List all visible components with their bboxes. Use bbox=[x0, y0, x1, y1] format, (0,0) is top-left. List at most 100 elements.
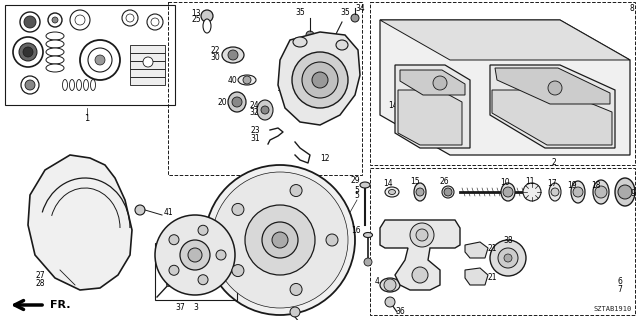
Ellipse shape bbox=[222, 47, 244, 63]
Text: 26: 26 bbox=[439, 177, 449, 186]
Circle shape bbox=[201, 10, 213, 22]
Text: 41: 41 bbox=[163, 207, 173, 217]
Polygon shape bbox=[465, 242, 488, 258]
Circle shape bbox=[88, 48, 112, 72]
Text: 15: 15 bbox=[410, 177, 420, 186]
Text: 36: 36 bbox=[395, 308, 405, 316]
Text: 10: 10 bbox=[500, 178, 510, 187]
Ellipse shape bbox=[360, 182, 370, 188]
Circle shape bbox=[416, 188, 424, 196]
Circle shape bbox=[385, 297, 395, 307]
Ellipse shape bbox=[571, 181, 585, 203]
Polygon shape bbox=[130, 61, 165, 69]
Text: 11: 11 bbox=[525, 177, 535, 186]
Ellipse shape bbox=[166, 280, 173, 286]
Circle shape bbox=[24, 16, 36, 28]
Circle shape bbox=[595, 186, 607, 198]
Circle shape bbox=[232, 97, 242, 107]
Circle shape bbox=[384, 279, 396, 291]
Ellipse shape bbox=[46, 40, 64, 48]
Circle shape bbox=[198, 275, 208, 285]
Text: 13: 13 bbox=[191, 9, 201, 18]
Circle shape bbox=[444, 188, 452, 196]
Text: 24: 24 bbox=[249, 100, 259, 109]
Text: 37: 37 bbox=[175, 302, 185, 311]
Text: 12: 12 bbox=[320, 154, 330, 163]
Circle shape bbox=[292, 52, 348, 108]
Circle shape bbox=[23, 47, 33, 57]
Text: 6: 6 bbox=[618, 277, 623, 286]
Circle shape bbox=[155, 215, 235, 295]
Circle shape bbox=[504, 254, 512, 262]
Text: 7: 7 bbox=[618, 285, 623, 294]
Polygon shape bbox=[130, 69, 165, 77]
Circle shape bbox=[151, 18, 159, 26]
Circle shape bbox=[70, 10, 90, 30]
Circle shape bbox=[548, 81, 562, 95]
Circle shape bbox=[503, 187, 513, 197]
Text: 35: 35 bbox=[340, 7, 350, 17]
Circle shape bbox=[19, 43, 37, 61]
Circle shape bbox=[262, 222, 298, 258]
Ellipse shape bbox=[336, 40, 348, 50]
Text: 28: 28 bbox=[35, 278, 45, 287]
Polygon shape bbox=[465, 268, 488, 285]
Ellipse shape bbox=[388, 189, 396, 195]
Circle shape bbox=[412, 267, 428, 283]
Text: 14: 14 bbox=[388, 100, 398, 109]
Text: 17: 17 bbox=[547, 179, 557, 188]
Circle shape bbox=[95, 55, 105, 65]
Text: 30: 30 bbox=[210, 52, 220, 61]
Ellipse shape bbox=[70, 79, 74, 91]
Circle shape bbox=[326, 234, 338, 246]
Circle shape bbox=[272, 232, 288, 248]
Ellipse shape bbox=[380, 278, 400, 292]
Circle shape bbox=[302, 62, 338, 98]
Circle shape bbox=[180, 240, 210, 270]
Circle shape bbox=[243, 76, 251, 84]
Text: 19: 19 bbox=[567, 180, 577, 189]
Circle shape bbox=[198, 225, 208, 235]
Polygon shape bbox=[495, 68, 610, 104]
Ellipse shape bbox=[238, 75, 256, 85]
Circle shape bbox=[147, 14, 163, 30]
Circle shape bbox=[331, 36, 339, 44]
Circle shape bbox=[169, 235, 179, 245]
Polygon shape bbox=[395, 65, 470, 148]
Circle shape bbox=[13, 37, 43, 67]
Circle shape bbox=[75, 15, 85, 25]
Text: 21: 21 bbox=[487, 274, 497, 283]
Ellipse shape bbox=[501, 183, 515, 201]
Text: 25: 25 bbox=[191, 14, 201, 23]
Circle shape bbox=[212, 172, 348, 308]
Circle shape bbox=[205, 165, 355, 315]
Ellipse shape bbox=[293, 37, 307, 47]
Circle shape bbox=[232, 204, 244, 215]
Polygon shape bbox=[130, 45, 165, 53]
Ellipse shape bbox=[46, 32, 64, 40]
Text: 21: 21 bbox=[487, 244, 497, 252]
Polygon shape bbox=[380, 20, 630, 60]
Ellipse shape bbox=[46, 56, 64, 64]
Text: 22: 22 bbox=[211, 45, 220, 54]
Text: 9: 9 bbox=[630, 188, 636, 197]
Text: 18: 18 bbox=[591, 180, 601, 189]
Circle shape bbox=[618, 185, 632, 199]
Polygon shape bbox=[28, 155, 132, 290]
Polygon shape bbox=[490, 65, 615, 148]
Polygon shape bbox=[400, 70, 465, 95]
Text: 2: 2 bbox=[552, 157, 556, 166]
Text: 34: 34 bbox=[355, 4, 365, 12]
Circle shape bbox=[135, 205, 145, 215]
Text: 40: 40 bbox=[228, 76, 238, 84]
Text: 8: 8 bbox=[630, 4, 634, 12]
Circle shape bbox=[573, 187, 583, 197]
Polygon shape bbox=[130, 53, 165, 61]
Circle shape bbox=[25, 80, 35, 90]
Circle shape bbox=[122, 10, 138, 26]
Text: 4: 4 bbox=[374, 276, 380, 285]
Text: 20: 20 bbox=[217, 98, 227, 107]
Circle shape bbox=[290, 307, 300, 317]
Ellipse shape bbox=[364, 233, 372, 237]
Circle shape bbox=[290, 185, 302, 196]
